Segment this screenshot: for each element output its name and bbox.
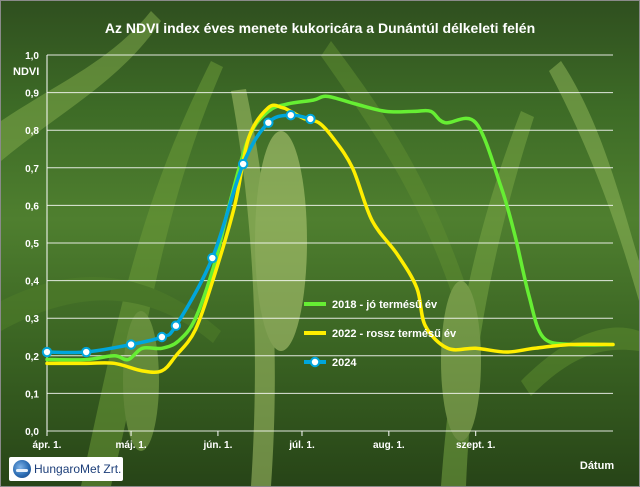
x-axis-label: Dátum <box>580 460 614 472</box>
data-point <box>237 158 249 170</box>
y-tick-label: 0,8 <box>25 126 39 137</box>
logo-text: HungaroMet Zrt. <box>34 462 122 476</box>
legend-marker <box>309 356 321 368</box>
legend-entry: 2024 <box>332 357 357 369</box>
series-lines <box>41 94 615 375</box>
x-axis-ticks: ápr. 1. máj. 1. jún. 1. júl. 1. aug. 1. szept… <box>33 431 496 451</box>
series-line-2 <box>45 113 313 355</box>
y-axis-ticks: 0,0 0,1 0,2 0,3 0,4 0,5 0,6 0,7 0,8 0,9 1,0 <box>25 51 39 438</box>
legend: 2018 - jó termésű év 2022 - rossz termésű… <box>304 299 457 369</box>
hungaromet-logo: HungaroMet Zrt. <box>9 457 123 481</box>
data-point <box>156 331 168 343</box>
hungaromet-globe-icon <box>13 460 31 478</box>
x-tick-label: szept. 1. <box>456 440 496 451</box>
y-tick-label: 0,7 <box>25 164 39 175</box>
chart-title: Az NDVI index éves menete kukoricára a D… <box>105 20 535 36</box>
x-tick-label: máj. 1. <box>115 440 146 451</box>
data-point <box>41 346 53 358</box>
x-tick-label: aug. 1. <box>373 440 405 451</box>
y-tick-label: 0,2 <box>25 352 39 363</box>
y-tick-label: 0,1 <box>25 389 39 400</box>
y-axis-label: NDVI <box>13 66 39 78</box>
data-point <box>125 339 137 350</box>
gridlines <box>46 54 613 432</box>
y-tick-label: 0,3 <box>25 314 39 325</box>
data-point <box>81 346 92 358</box>
series-line-1 <box>45 103 615 375</box>
y-tick-label: 0,4 <box>25 277 39 288</box>
y-tick-label: 1,0 <box>25 51 39 62</box>
data-point <box>263 117 274 128</box>
y-tick-label: 0,0 <box>25 427 39 438</box>
series-line-0 <box>45 94 615 362</box>
x-tick-label: jún. 1. <box>202 440 232 451</box>
legend-entry: 2022 - rossz termésű év <box>332 328 457 340</box>
y-tick-label: 0,6 <box>25 201 39 212</box>
y-tick-label: 0,5 <box>25 239 39 250</box>
x-tick-label: júl. 1. <box>288 440 315 451</box>
x-tick-label: ápr. 1. <box>33 440 62 451</box>
legend-entry: 2018 - jó termésű év <box>332 299 438 311</box>
data-point <box>207 252 218 264</box>
data-point <box>305 113 316 125</box>
data-point <box>170 320 182 331</box>
y-tick-label: 0,9 <box>25 89 39 100</box>
data-point <box>285 109 296 121</box>
